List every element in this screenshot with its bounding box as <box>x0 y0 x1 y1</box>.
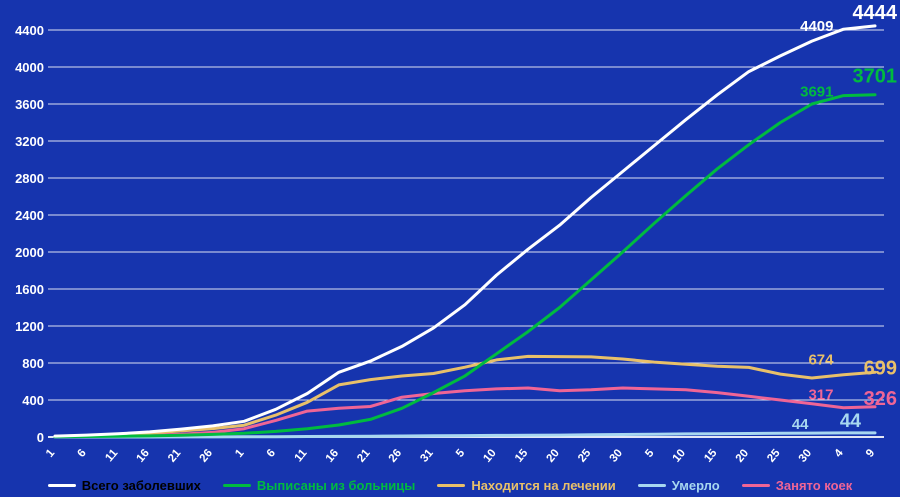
legend-label: Умерло <box>671 478 720 493</box>
x-axis-tick-label: 30 <box>608 447 625 465</box>
legend-item-died: Умерло <box>637 478 720 493</box>
x-axis-tick-label: 31 <box>418 447 436 465</box>
y-axis-tick-label: 400 <box>22 393 44 408</box>
x-axis-tick-label: 5 <box>643 447 657 460</box>
series-line-2 <box>53 354 877 438</box>
x-axis-tick-label: 10 <box>481 447 498 465</box>
y-axis-tick-label: 1600 <box>15 282 44 297</box>
data-label-last: 326 <box>864 388 897 410</box>
y-axis-tick-label: 3200 <box>15 134 44 149</box>
x-axis-tick-label: 21 <box>166 447 184 465</box>
x-axis-tick-label: 5 <box>454 447 468 460</box>
legend-item-in-treatment: Находится на лечении <box>437 478 616 493</box>
x-axis-tick-label: 26 <box>198 447 215 465</box>
data-label-last: 699 <box>864 357 897 379</box>
x-axis-tick-label: 1 <box>44 447 58 460</box>
series-line-0 <box>53 24 877 438</box>
legend-line-swatch <box>741 484 770 487</box>
y-axis-tick-label: 4000 <box>15 60 44 75</box>
y-axis-tick-label: 4400 <box>15 23 44 38</box>
data-label-last: 4444 <box>853 2 898 24</box>
x-axis-tick-label: 4 <box>832 447 846 460</box>
legend-label: Всего заболевших <box>81 478 201 493</box>
data-label-prev: 4409 <box>800 18 833 35</box>
legend-label: Выписаны из больницы <box>256 478 416 493</box>
y-axis-tick-label: 3600 <box>15 97 44 112</box>
data-label-prev: 317 <box>808 387 833 404</box>
legend-item-discharged: Выписаны из больницы <box>222 478 416 493</box>
series-line-1 <box>53 93 877 439</box>
x-axis-tick-label: 6 <box>76 447 89 460</box>
x-axis-tick-label: 10 <box>671 447 688 465</box>
x-axis-tick-label: 25 <box>576 447 594 465</box>
data-label-prev: 44 <box>792 416 809 433</box>
x-axis-tick-label: 11 <box>293 447 310 464</box>
legend-line-swatch <box>637 484 666 487</box>
x-axis-tick-label: 26 <box>387 447 404 465</box>
chart-legend: Всего заболевших Выписаны из больницы На… <box>0 478 900 493</box>
x-axis-tick-label: 15 <box>513 447 531 465</box>
legend-label: Находится на лечении <box>471 478 616 493</box>
x-axis-tick-label: 6 <box>265 447 278 460</box>
x-axis-tick-label: 16 <box>134 447 151 465</box>
x-axis-tick-label: 16 <box>324 447 341 465</box>
x-axis-tick-label: 1 <box>233 447 247 460</box>
y-axis-tick-label: 1200 <box>15 319 44 334</box>
data-label-prev: 674 <box>808 352 834 369</box>
y-axis-tick-label: 2400 <box>15 208 44 223</box>
x-axis-tick-label: 20 <box>734 447 751 465</box>
y-axis-tick-label: 0 <box>37 430 44 445</box>
legend-item-beds-occupied: Занято коек <box>741 478 853 493</box>
legend-line-swatch <box>222 484 251 487</box>
x-axis-tick-label: 25 <box>765 447 783 465</box>
legend-label: Занято коек <box>775 478 853 493</box>
x-axis-tick-label: 20 <box>544 447 561 465</box>
x-axis-tick-label: 9 <box>864 447 877 460</box>
data-label-last: 3701 <box>853 66 898 88</box>
data-label-last: 44 <box>840 411 862 432</box>
y-axis-tick-label: 2800 <box>15 171 44 186</box>
x-axis-tick-label: 11 <box>103 447 120 464</box>
x-axis-tick-label: 21 <box>355 447 373 465</box>
y-axis-tick-label: 2000 <box>15 245 44 260</box>
series-line-3 <box>53 431 877 439</box>
data-label-prev: 3691 <box>800 84 833 101</box>
x-axis-tick-label: 30 <box>797 447 814 465</box>
legend-line-swatch <box>437 484 466 487</box>
y-axis-tick-label: 800 <box>22 356 44 371</box>
x-axis-tick-label: 15 <box>702 447 720 465</box>
legend-line-swatch <box>47 484 76 487</box>
legend-item-total-cases: Всего заболевших <box>47 478 201 493</box>
